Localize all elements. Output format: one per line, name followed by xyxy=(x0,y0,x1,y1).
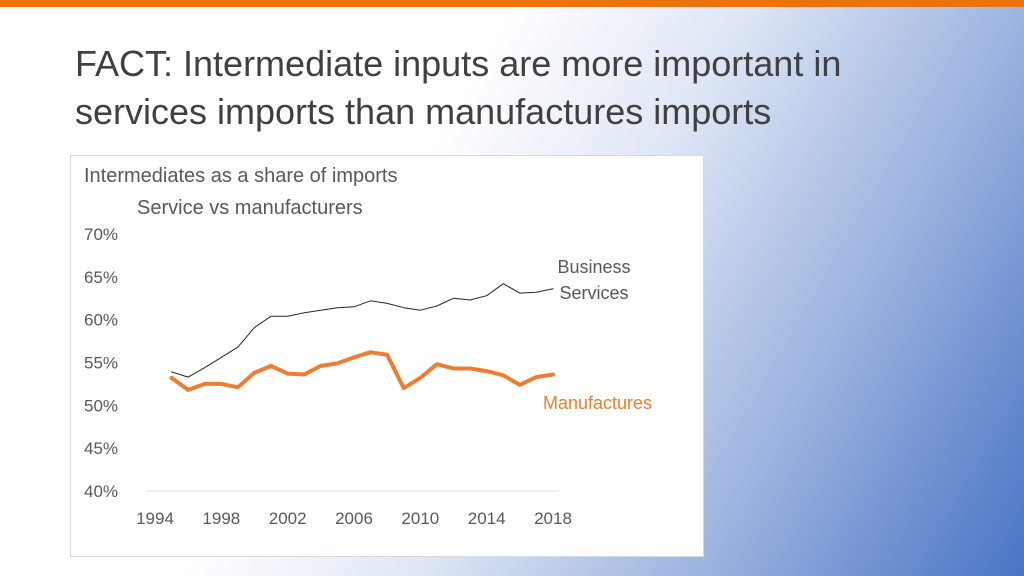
series-line-manufactures xyxy=(169,350,555,392)
slide-title: FACT: Intermediate inputs are more impor… xyxy=(75,43,842,132)
series-label: Business Services xyxy=(557,257,630,303)
x-tick-label: 2006 xyxy=(335,509,373,528)
y-tick-label: 60% xyxy=(84,311,118,330)
series-line-business-services xyxy=(171,283,554,378)
series-label: Manufactures xyxy=(543,393,652,413)
series-label-line: Services xyxy=(559,283,628,303)
chart-title: Intermediates as a share of imports xyxy=(84,165,397,187)
y-tick-label: 45% xyxy=(84,439,118,458)
series-labels: Business Services Manufactures xyxy=(543,257,652,413)
chart-panel: Intermediates as a share of imports Serv… xyxy=(70,155,704,557)
x-tick-label: 1998 xyxy=(202,509,240,528)
x-ticks: 1994 1998 2002 2006 2010 2014 2018 xyxy=(136,509,572,528)
x-tick-label: 1994 xyxy=(136,509,174,528)
top-accent-bar xyxy=(0,0,1024,7)
line-chart: Intermediates as a share of imports Serv… xyxy=(84,165,652,528)
x-tick-label: 2010 xyxy=(401,509,439,528)
x-tick-label: 2014 xyxy=(468,509,506,528)
y-tick-label: 70% xyxy=(84,225,118,244)
y-tick-label: 50% xyxy=(84,396,118,415)
series-label-line: Manufactures xyxy=(543,393,652,413)
x-tick-label: 2018 xyxy=(534,509,572,528)
y-tick-label: 65% xyxy=(84,268,118,287)
series-lines xyxy=(169,283,555,392)
x-tick-label: 2002 xyxy=(269,509,307,528)
y-tick-label: 55% xyxy=(84,354,118,373)
y-tick-label: 40% xyxy=(84,482,118,501)
y-ticks: 40% 45% 50% 55% 60% 65% 70% xyxy=(84,225,118,501)
chart-subtitle: Service vs manufacturers xyxy=(137,197,363,219)
series-label-line: Business xyxy=(557,257,630,277)
